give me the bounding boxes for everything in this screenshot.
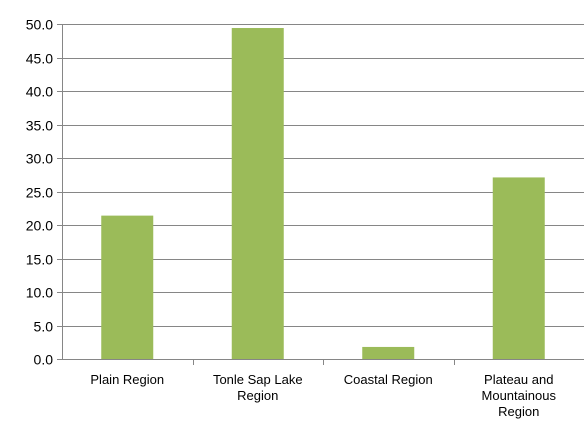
bar [362, 346, 415, 359]
bar [492, 177, 545, 359]
y-tick-label: 40.0 [26, 84, 53, 100]
y-tick-label: 35.0 [26, 118, 53, 134]
y-tick-label: 50.0 [26, 17, 53, 33]
x-category-label: Mountainous [482, 388, 557, 403]
y-tick-label: 30.0 [26, 151, 53, 167]
x-category-label: Region [498, 404, 539, 419]
y-tick-label: 5.0 [34, 319, 54, 335]
bar [231, 28, 284, 360]
bar [101, 215, 154, 359]
y-tick-label: 15.0 [26, 252, 53, 268]
y-axis-ticks: 0.0 5.0 10.0 15.0 20.0 25.0 30.0 35.0 40.0 45.0 50… [26, 17, 62, 368]
x-category-label: Plain Region [90, 372, 164, 387]
bars [101, 28, 545, 360]
y-tick-label: 20.0 [26, 218, 53, 234]
y-tick-label: 45.0 [26, 51, 53, 67]
x-category-label: Region [237, 388, 278, 403]
y-tick-label: 0.0 [34, 352, 54, 368]
x-axis-labels: Plain Region Tonle Sap LakeRegionCoastal … [90, 372, 556, 419]
y-tick-label: 25.0 [26, 185, 53, 201]
x-category-label: Plateau and [484, 372, 553, 387]
axes [62, 24, 584, 365]
y-tick-label: 10.0 [26, 285, 53, 301]
x-category-label: Tonle Sap Lake [213, 372, 303, 387]
x-category-label: Coastal Region [344, 372, 433, 387]
